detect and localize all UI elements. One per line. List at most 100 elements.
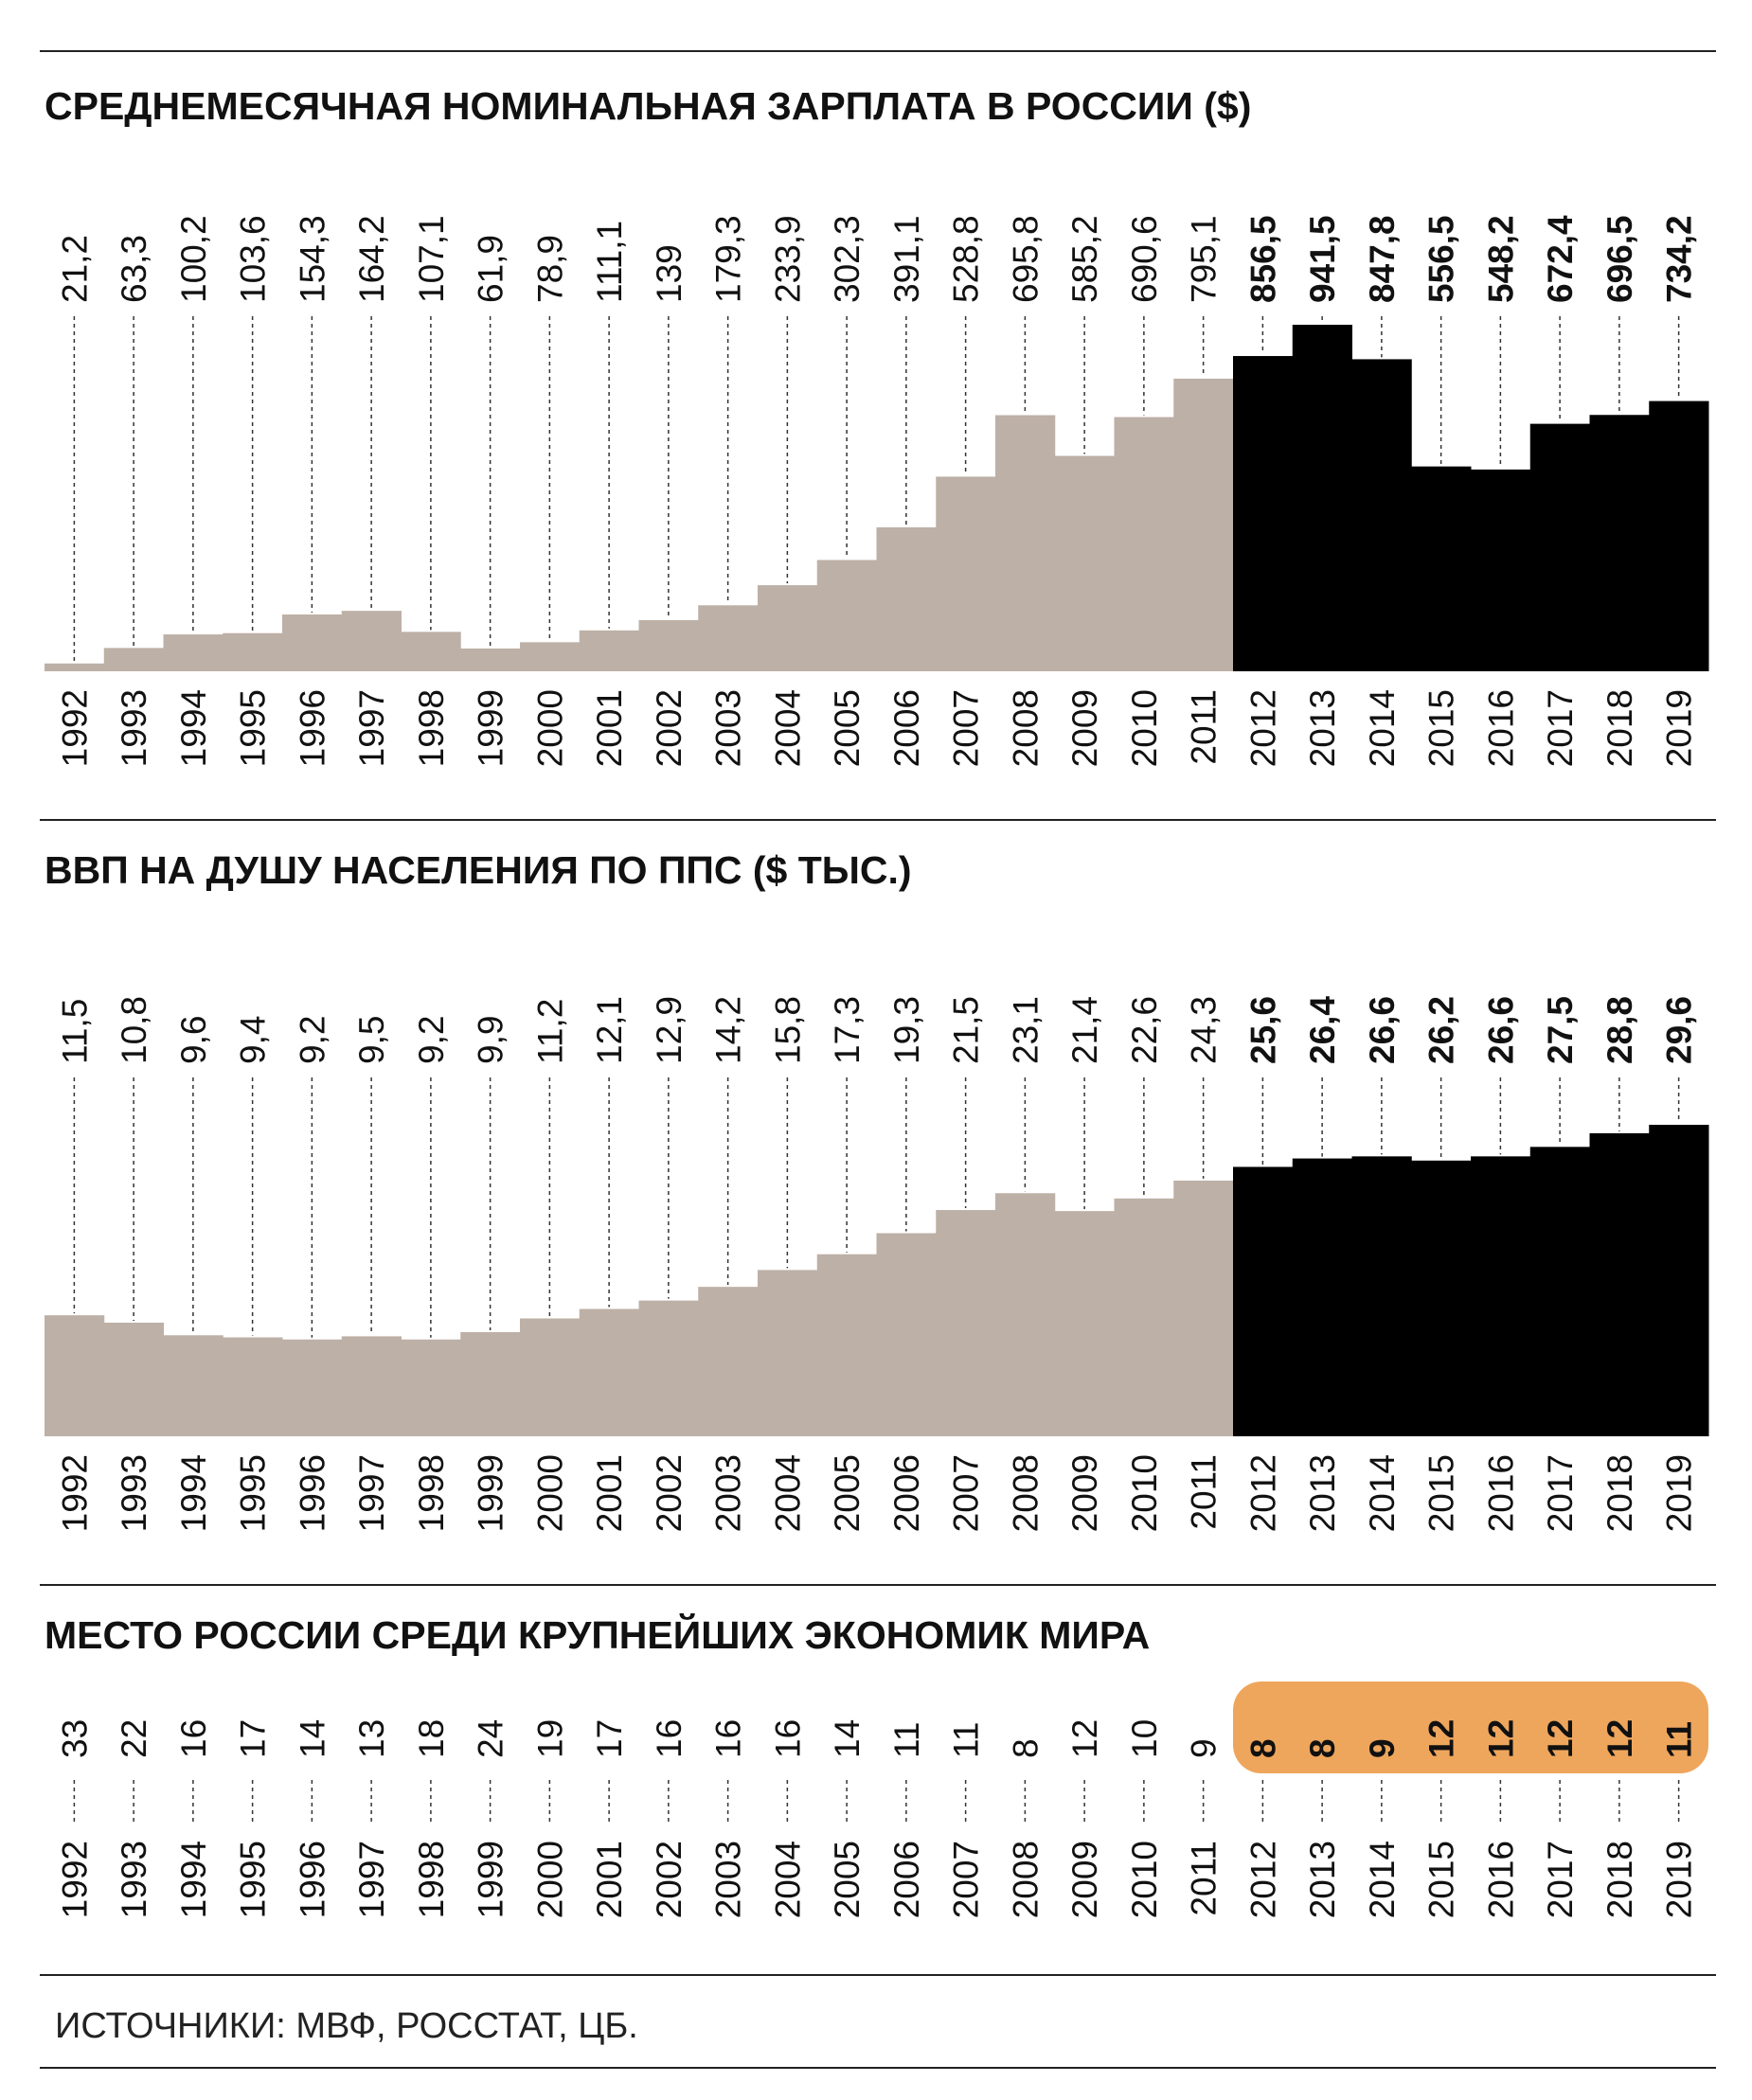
bar-1996	[282, 614, 343, 671]
bar-2001	[579, 630, 639, 671]
bar-2019	[1649, 1125, 1709, 1436]
chart-title-rank: МЕСТО РОССИИ СРЕДИ КРУПНЕЙШИХ ЭКОНОМИК М…	[45, 1613, 1150, 1657]
value-label-2016: 26,6	[1481, 996, 1520, 1064]
year-label-2006: 2006	[887, 689, 926, 767]
bar-2000	[520, 642, 581, 671]
value-label-2005: 14	[828, 1719, 867, 1758]
bar-2002	[638, 1300, 699, 1436]
year-label-2008: 2008	[1006, 1841, 1045, 1918]
bar-2011	[1173, 378, 1234, 671]
year-label-2004: 2004	[768, 1841, 807, 1918]
value-label-2018: 696,5	[1600, 215, 1639, 303]
value-label-2017: 12	[1541, 1719, 1580, 1758]
year-label-2003: 2003	[709, 1454, 748, 1532]
highlight-box	[1233, 1682, 1708, 1773]
year-label-2013: 2013	[1303, 1454, 1342, 1532]
year-label-2013: 2013	[1303, 1841, 1342, 1918]
value-label-1999: 24	[472, 1719, 510, 1758]
value-label-2019: 11	[1660, 1721, 1699, 1758]
value-label-2004: 15,8	[768, 996, 807, 1064]
value-label-2010: 22,6	[1125, 996, 1164, 1064]
value-label-2016: 548,2	[1481, 215, 1520, 303]
bar-2005	[816, 560, 877, 671]
bar-2004	[758, 1270, 818, 1436]
bar-2016	[1471, 1156, 1531, 1436]
value-label-1996: 14	[293, 1719, 331, 1758]
bar-2017	[1529, 1147, 1590, 1436]
year-label-1998: 1998	[412, 1454, 451, 1532]
bar-1997	[341, 611, 402, 671]
year-label-1994: 1994	[174, 1841, 213, 1918]
year-label-1992: 1992	[55, 1454, 94, 1532]
year-label-2002: 2002	[650, 689, 688, 767]
value-label-2003: 14,2	[709, 996, 748, 1064]
value-label-2018: 28,8	[1600, 996, 1639, 1064]
bar-2013	[1292, 325, 1352, 671]
bar-2002	[638, 619, 699, 671]
value-label-2003: 16	[709, 1719, 748, 1758]
year-label-2011: 2011	[1185, 1841, 1224, 1916]
year-label-2014: 2014	[1363, 689, 1402, 767]
year-label-2006: 2006	[887, 1454, 926, 1532]
year-label-1997: 1997	[352, 1454, 391, 1532]
bar-2015	[1411, 466, 1472, 671]
bar-2006	[876, 526, 937, 671]
year-label-2013: 2013	[1303, 689, 1342, 767]
year-label-2019: 2019	[1660, 1454, 1699, 1532]
value-label-1995: 17	[234, 1719, 273, 1758]
year-label-2010: 2010	[1125, 689, 1164, 767]
year-label-2007: 2007	[947, 1454, 986, 1532]
year-label-1997: 1997	[352, 1841, 391, 1918]
value-label-1993: 22	[115, 1719, 153, 1758]
value-label-2009: 21,4	[1065, 996, 1104, 1064]
year-label-2004: 2004	[768, 1454, 807, 1532]
bar-1993	[103, 648, 164, 671]
year-label-2010: 2010	[1125, 1454, 1164, 1532]
value-label-2014: 847,8	[1363, 215, 1402, 303]
bar-1993	[103, 1322, 164, 1436]
bar-1992	[45, 1315, 105, 1436]
chart-title-gdp: ВВП НА ДУШУ НАСЕЛЕНИЯ ПО ППС ($ ТЫС.)	[45, 848, 912, 892]
year-label-2012: 2012	[1243, 689, 1282, 767]
year-label-2015: 2015	[1422, 1454, 1461, 1532]
value-label-2006: 11	[887, 1722, 926, 1758]
year-label-2012: 2012	[1243, 1841, 1282, 1918]
bar-1997	[341, 1336, 402, 1436]
value-label-2013: 26,4	[1303, 996, 1342, 1064]
year-label-2005: 2005	[828, 689, 867, 767]
year-label-2008: 2008	[1006, 689, 1045, 767]
year-label-1993: 1993	[115, 689, 153, 767]
value-label-2007: 11	[947, 1722, 986, 1758]
year-label-2015: 2015	[1422, 1841, 1461, 1918]
year-label-2015: 2015	[1422, 689, 1461, 767]
year-label-2002: 2002	[650, 1454, 688, 1532]
year-label-2009: 2009	[1065, 1841, 1104, 1918]
bar-2019	[1649, 400, 1709, 671]
value-label-2012: 25,6	[1243, 996, 1282, 1064]
value-label-1995: 103,6	[234, 215, 273, 303]
bar-1994	[163, 1335, 223, 1436]
value-label-1998: 9,2	[412, 1016, 451, 1064]
bar-1996	[282, 1339, 343, 1436]
year-label-2011: 2011	[1185, 689, 1224, 765]
value-label-2007: 21,5	[947, 996, 986, 1064]
value-label-2018: 12	[1600, 1719, 1639, 1758]
bar-1994	[163, 634, 223, 671]
value-label-1997: 164,2	[352, 215, 391, 303]
bar-2012	[1233, 1166, 1294, 1436]
year-label-2017: 2017	[1541, 689, 1580, 767]
value-label-2011: 795,1	[1185, 215, 1224, 303]
year-label-1998: 1998	[412, 689, 451, 767]
bar-1992	[45, 663, 105, 671]
year-label-2019: 2019	[1660, 689, 1699, 767]
bar-2012	[1233, 356, 1294, 671]
year-label-1995: 1995	[234, 1841, 273, 1918]
value-label-1994: 9,6	[174, 1016, 213, 1064]
bar-2010	[1114, 417, 1174, 671]
year-label-1992: 1992	[55, 689, 94, 767]
bar-2000	[520, 1318, 581, 1436]
bar-1999	[460, 1331, 521, 1436]
bar-2006	[876, 1233, 937, 1436]
year-label-2010: 2010	[1125, 1841, 1164, 1918]
